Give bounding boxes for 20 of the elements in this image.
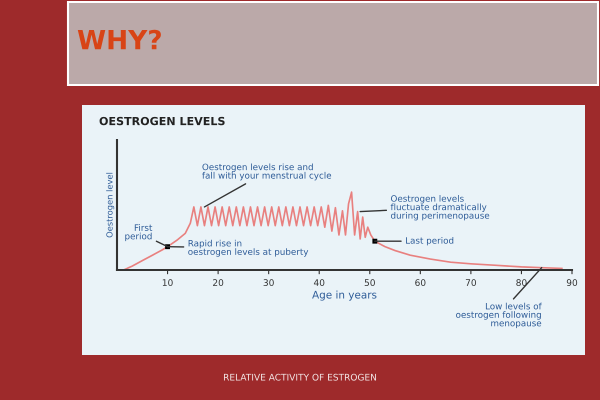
text: RELATIVE ACTIVITY OF ESTROGEN — [224, 374, 376, 381]
x-tick-label: 10 — [162, 279, 173, 286]
x-tick-label: 80 — [516, 279, 527, 286]
annotation: First period — [125, 224, 152, 242]
x-tick-label: 30 — [264, 279, 274, 286]
annotation: Low levels of oestrogen following menopause — [456, 302, 542, 328]
x-tick-label: 20 — [213, 279, 224, 286]
y-axis-title: Oestrogen level — [106, 172, 114, 238]
annotation: Oestrogen levels rise and fall with your menstrual cycle — [202, 163, 332, 180]
x-tick-label: 40 — [314, 279, 324, 286]
x-axis-title: Age in years — [312, 290, 376, 301]
chart-title: OESTROGEN LEVELS — [100, 116, 225, 126]
x-tick-label: 70 — [466, 279, 476, 286]
x-tick-label: 60 — [415, 279, 426, 286]
x-tick-label: 90 — [566, 279, 578, 286]
annotation: Last period — [406, 236, 454, 246]
annotation: Oestrogen levels fluctuate dramatically during perimenopause — [390, 195, 490, 220]
x-tick-label: 50 — [364, 279, 375, 286]
text: WHY? — [78, 30, 161, 50]
annotation: Rapid rise in oestrogen levels at puberty — [188, 240, 308, 257]
